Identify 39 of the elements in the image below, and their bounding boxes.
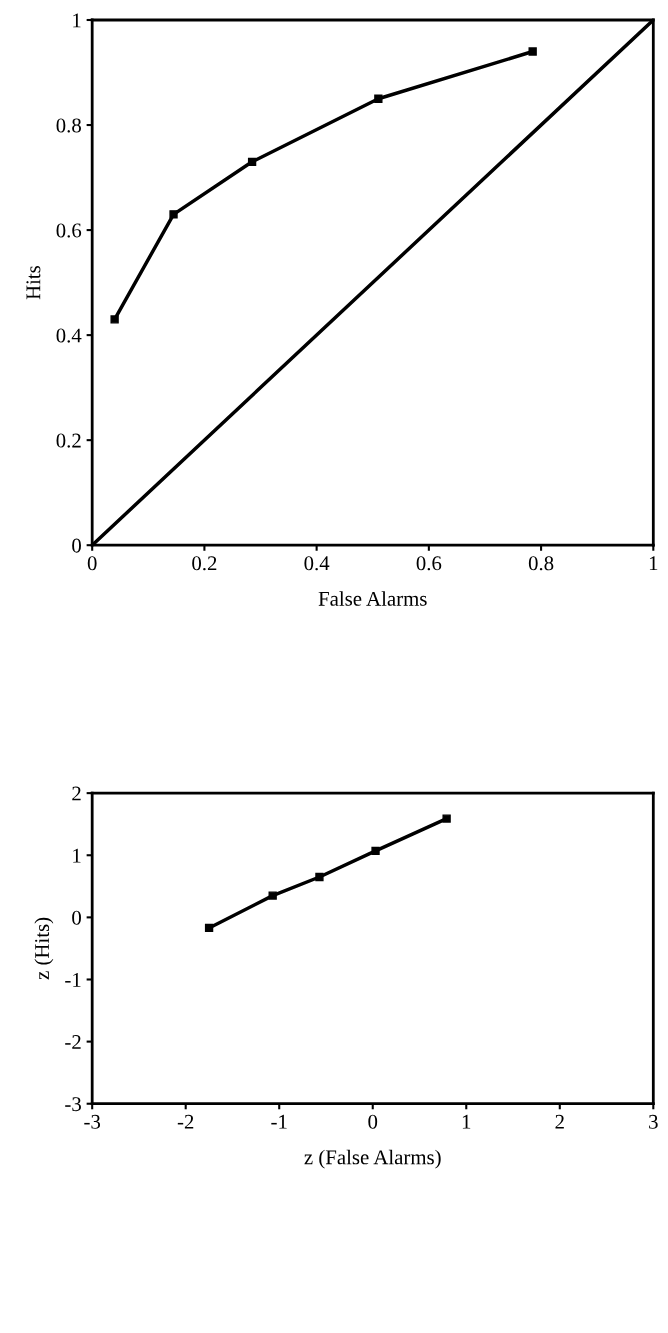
y-tick-label: 0.4	[56, 328, 82, 343]
x-tick-label: 2	[555, 1114, 564, 1129]
point	[315, 872, 324, 882]
point	[528, 47, 537, 56]
point	[204, 923, 214, 933]
x-tick-label: 0.6	[416, 556, 442, 571]
x-tick-label: 0.8	[528, 556, 554, 571]
y-tick-label: -2	[65, 1035, 81, 1049]
y-tick-label: 0	[72, 538, 81, 553]
point	[268, 891, 277, 900]
x-tick-label: 1	[649, 556, 658, 571]
x-tick-label: -3	[84, 1114, 101, 1129]
y-tick-label: -1	[65, 972, 81, 987]
y-tick-label: 0.6	[56, 223, 82, 238]
y-axis-title: z (Hits)	[34, 917, 54, 980]
y-tick-label: 2	[72, 786, 81, 801]
y-tick-label: 1	[73, 848, 81, 863]
x-tick-label: 3	[649, 1114, 658, 1129]
x-tick-label: -1	[271, 1114, 287, 1129]
x-axis-title: z (False Alarms)	[304, 1149, 441, 1169]
x-tick-label: 1	[462, 1114, 471, 1129]
x-axis-title: False Alarms	[318, 591, 427, 606]
x-tick-label: -2	[177, 1114, 194, 1129]
point	[169, 210, 178, 219]
x-tick-label: 0.4	[304, 556, 330, 571]
y-tick-label: 0.2	[56, 433, 81, 448]
y-axis-title: Hits	[26, 265, 41, 300]
point	[371, 846, 380, 856]
x-tick-label: 0.2	[192, 556, 217, 571]
x-tick-label: 0	[368, 1114, 378, 1129]
point	[247, 157, 257, 166]
point	[442, 814, 451, 823]
point	[374, 94, 383, 103]
y-tick-label: 1	[73, 13, 81, 28]
y-tick-label: -3	[65, 1097, 81, 1112]
x-tick-label: 0	[87, 556, 97, 571]
y-tick-label: 0.8	[56, 118, 81, 133]
point	[110, 315, 119, 324]
y-tick-label: 0	[72, 910, 81, 925]
